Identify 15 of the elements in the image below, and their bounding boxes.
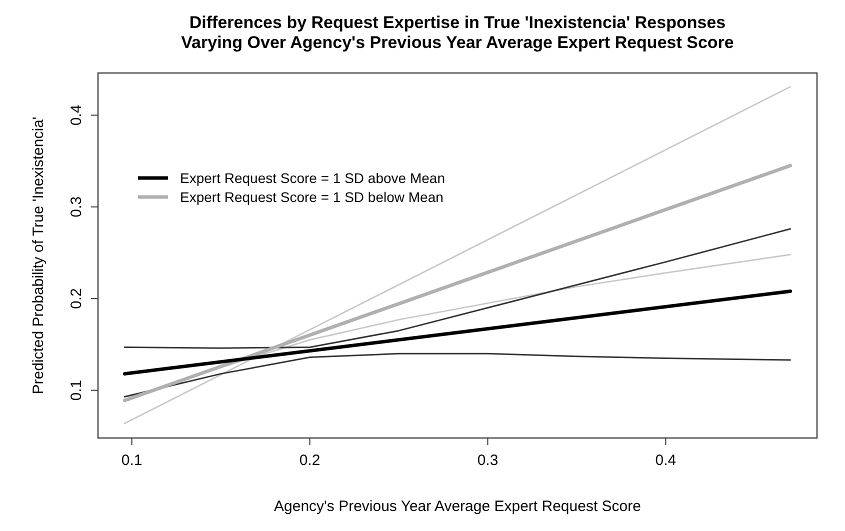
- x-tick-label: 0.2: [299, 452, 320, 469]
- chart-title: Differences by Request Expertise in True 'Inexistencia' Responses Varying Over Agency's Previous Year Average Expert Request Score: [181, 13, 734, 52]
- y-tick-label: 0.1: [68, 380, 85, 401]
- y-axis-title: Predicted Probability of True 'Inexistencia': [30, 116, 47, 394]
- line-series: [124, 228, 792, 349]
- x-tick-label: 0.3: [477, 452, 498, 469]
- x-tick-label: 0.4: [655, 452, 676, 469]
- y-tick-label: 0.3: [68, 196, 85, 218]
- x-tick-label: 0.1: [121, 452, 142, 469]
- x-axis-title: Agency's Previous Year Average Expert Request Score: [274, 498, 641, 515]
- legend-label: Expert Request Score = 1 SD above Mean: [180, 170, 445, 186]
- y-tick-label: 0.4: [68, 104, 85, 126]
- line-series: [124, 352, 792, 398]
- legend-label: Expert Request Score = 1 SD below Mean: [180, 189, 444, 205]
- y-tick-label: 0.2: [68, 288, 85, 310]
